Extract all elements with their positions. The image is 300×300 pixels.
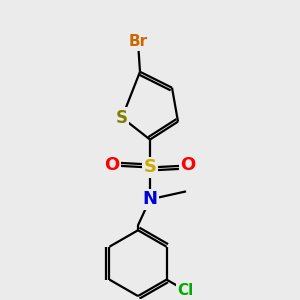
- Text: N: N: [142, 190, 158, 208]
- Text: Cl: Cl: [178, 283, 194, 298]
- Text: O: O: [104, 157, 120, 175]
- Text: S: S: [143, 158, 157, 176]
- Text: S: S: [116, 109, 128, 127]
- Text: O: O: [180, 157, 196, 175]
- Text: Br: Br: [128, 34, 148, 50]
